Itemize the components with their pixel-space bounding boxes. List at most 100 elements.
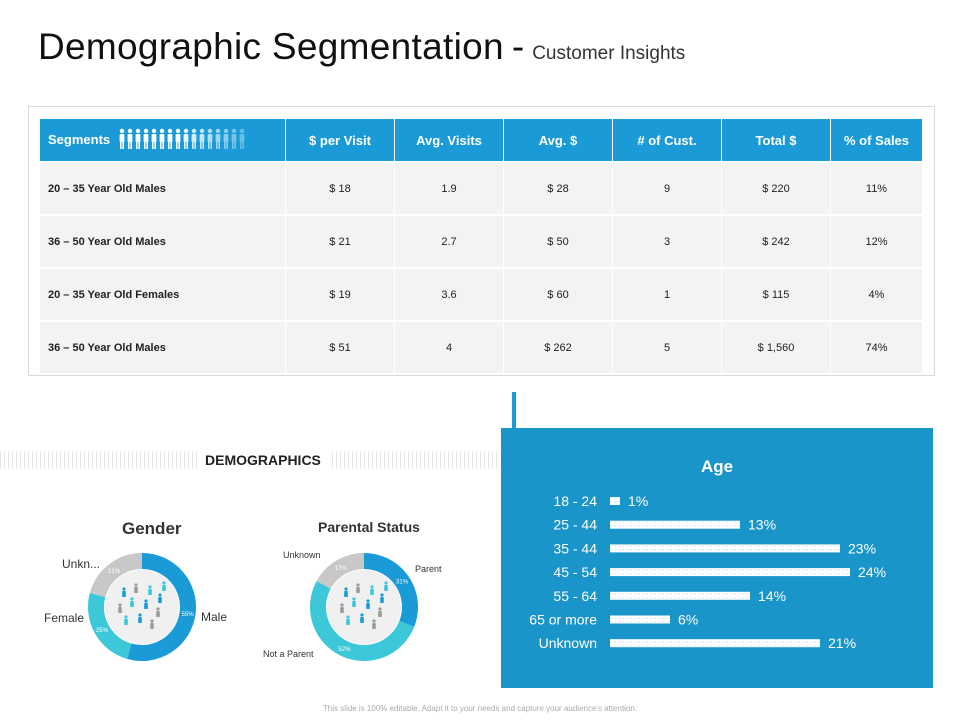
slice-value-label: 52% [338, 647, 351, 653]
person-icon [356, 583, 360, 593]
table-cell: 9 [613, 161, 722, 214]
age-bar [610, 520, 740, 529]
person-icon [223, 128, 229, 149]
table-cell: 36 – 50 Year Old Males [40, 320, 286, 373]
person-icon [366, 599, 370, 609]
table-header-row: Segments $ per Visit Avg. Visits Avg. $ … [40, 119, 922, 161]
person-icon [352, 597, 356, 607]
donut-center [327, 570, 401, 644]
gender-label-male: Male [201, 610, 228, 624]
donut-slice [316, 553, 365, 590]
accent-bar [512, 392, 516, 437]
age-value-label: 21% [828, 635, 856, 651]
age-bar [610, 568, 850, 577]
table-cell: 4 [395, 320, 504, 373]
person-icon [124, 615, 128, 625]
person-icon [127, 128, 133, 149]
table-cell: 36 – 50 Year Old Males [40, 214, 286, 267]
table-cell: 3 [613, 214, 722, 267]
table-cell: 20 – 35 Year Old Females [40, 267, 286, 320]
age-bar [610, 615, 670, 624]
table-cell: 3.6 [395, 267, 504, 320]
table-cell: $ 28 [504, 161, 613, 214]
header-pct-sales: % of Sales [831, 119, 922, 161]
donut-slice [88, 592, 132, 659]
header-label: Segments [48, 131, 111, 147]
person-icon [191, 128, 197, 149]
person-icon [158, 593, 162, 603]
person-icon [144, 599, 148, 609]
segments-table-card: Segments $ per Visit Avg. Visits Avg. $ … [28, 106, 935, 376]
table-cell: 2.7 [395, 214, 504, 267]
subtitle-text: Customer Insights [532, 43, 686, 64]
person-icon [122, 587, 126, 597]
age-chart-title: Age [701, 457, 733, 476]
table-cell: 5 [613, 320, 722, 373]
person-icon [380, 593, 384, 603]
age-value-label: 14% [758, 588, 786, 604]
table-cell: 12% [831, 214, 922, 267]
header-avg-dollars: Avg. $ [504, 119, 613, 161]
table-cell: $ 21 [286, 214, 395, 267]
person-icon [148, 585, 152, 595]
person-icon [239, 128, 245, 149]
slice-value-label: 31% [396, 580, 409, 586]
table-cell: $ 50 [504, 214, 613, 267]
age-bar [610, 497, 620, 505]
gender-donut-chart: 55% 25% 21% [88, 553, 196, 661]
person-icon [340, 603, 344, 613]
table-cell: $ 19 [286, 267, 395, 320]
person-icon [378, 607, 382, 617]
person-icon [231, 128, 237, 149]
person-icon [156, 607, 160, 617]
table-cell: $ 51 [286, 320, 395, 373]
person-icon [135, 128, 141, 149]
parental-chart-title: Parental Status [318, 519, 420, 535]
table-row: 36 – 50 Year Old Males $ 51 4 $ 262 5 $ … [40, 320, 922, 373]
title-text: Demographic Segmentation [38, 26, 504, 67]
slice-value-label: 17% [335, 566, 348, 572]
donut-slice [363, 553, 418, 627]
parental-label-not-parent: Not a Parent [263, 649, 314, 659]
demographics-label: DEMOGRAPHICS [197, 451, 329, 469]
table-row: 20 – 35 Year Old Females $ 19 3.6 $ 60 1… [40, 267, 922, 320]
person-icon [199, 128, 205, 149]
parental-label-parent: Parent [415, 564, 442, 574]
table-cell: $ 18 [286, 161, 395, 214]
table-cell: 1.9 [395, 161, 504, 214]
person-icon [138, 613, 142, 623]
slice-value-label: 55% [182, 612, 195, 618]
age-bar [610, 591, 750, 600]
person-icon [143, 128, 149, 149]
table-cell: 11% [831, 161, 922, 214]
person-icon [183, 128, 189, 149]
age-bar [610, 639, 820, 648]
person-icon [207, 128, 213, 149]
person-icon [118, 603, 122, 613]
person-icon [119, 128, 125, 149]
person-icon [384, 581, 388, 591]
table-cell: 4% [831, 267, 922, 320]
page-title: Demographic Segmentation - Customer Insigh… [38, 26, 685, 68]
table-row: 36 – 50 Year Old Males $ 21 2.7 $ 50 3 $… [40, 214, 922, 267]
age-chart-panel: Age 18 - 24 1% 25 - 44 13% 35 - 44 23% 45 - 54 2… [501, 428, 933, 688]
age-value-label: 24% [858, 564, 886, 580]
table-cell: 20 – 35 Year Old Males [40, 161, 286, 214]
person-icon [175, 128, 181, 149]
donut-center [105, 570, 179, 644]
table-row: 20 – 35 Year Old Males $ 18 1.9 $ 28 9 $… [40, 161, 922, 214]
age-value-label: 23% [848, 540, 876, 556]
age-category-label: 35 - 44 [553, 540, 597, 556]
gender-chart-title: Gender [122, 519, 182, 538]
person-icon [372, 619, 376, 629]
table-cell: $ 220 [722, 161, 831, 214]
person-icon [162, 581, 166, 591]
people-icon [118, 126, 248, 155]
title-separator: - [511, 26, 525, 67]
parental-label-unknown: Unknown [283, 550, 321, 560]
age-category-label: 65 or more [529, 612, 597, 628]
age-bar [610, 544, 840, 553]
person-icon [370, 585, 374, 595]
table-cell: $ 1,560 [722, 320, 831, 373]
person-icon [134, 583, 138, 593]
